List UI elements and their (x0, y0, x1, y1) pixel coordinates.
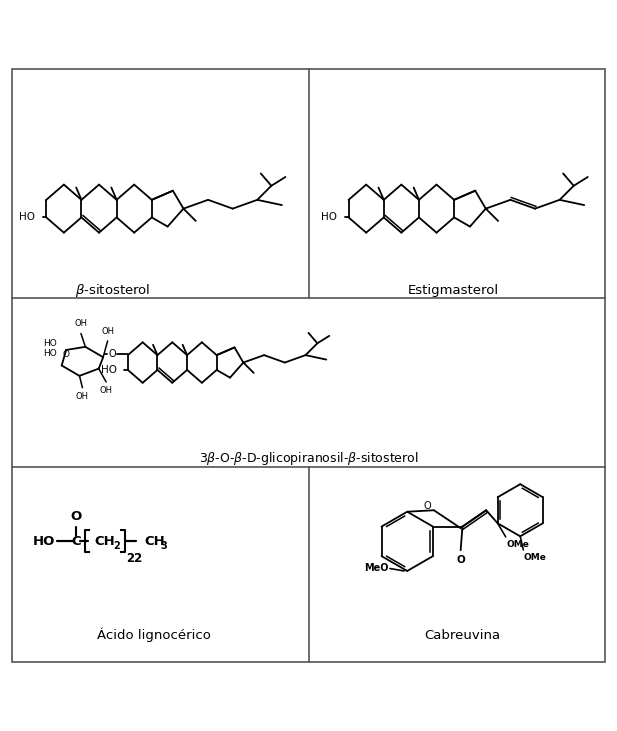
Text: MeO: MeO (364, 564, 389, 574)
Text: O: O (424, 501, 431, 511)
Text: OH: OH (76, 392, 89, 401)
Text: O: O (63, 350, 70, 359)
Text: CH: CH (94, 535, 115, 548)
Text: CH: CH (144, 535, 165, 548)
Text: O: O (109, 349, 116, 359)
Text: $\itβ$-sitosterol: $\itβ$-sitosterol (75, 281, 150, 299)
Text: Ácido lignocérico: Ácido lignocérico (97, 628, 211, 643)
Text: 3$\it{β}$-O-$\it{β}$-D-glicopiranosil-$\it{β}$-sitosterol: 3$\it{β}$-O-$\it{β}$-D-glicopiranosil-$\… (199, 450, 418, 467)
Text: HO: HO (321, 213, 337, 222)
Text: 3: 3 (160, 541, 167, 550)
Text: OMe: OMe (507, 540, 530, 549)
Text: 22: 22 (126, 553, 142, 566)
Text: HO: HO (43, 349, 57, 358)
Text: OH: OH (75, 319, 88, 328)
Text: O: O (456, 555, 465, 564)
Text: OH: OH (99, 387, 113, 395)
Text: HO: HO (19, 213, 35, 222)
Text: HO: HO (101, 365, 117, 375)
Text: HO: HO (33, 535, 56, 548)
Text: HO: HO (43, 338, 57, 348)
Text: C: C (71, 535, 81, 548)
Text: OH: OH (101, 327, 114, 336)
Text: Estigmasterol: Estigmasterol (408, 284, 499, 297)
Text: 2: 2 (114, 541, 120, 550)
Text: Cabreuvina: Cabreuvina (424, 629, 501, 642)
Text: O: O (70, 510, 81, 523)
Text: OMe: OMe (524, 553, 547, 562)
